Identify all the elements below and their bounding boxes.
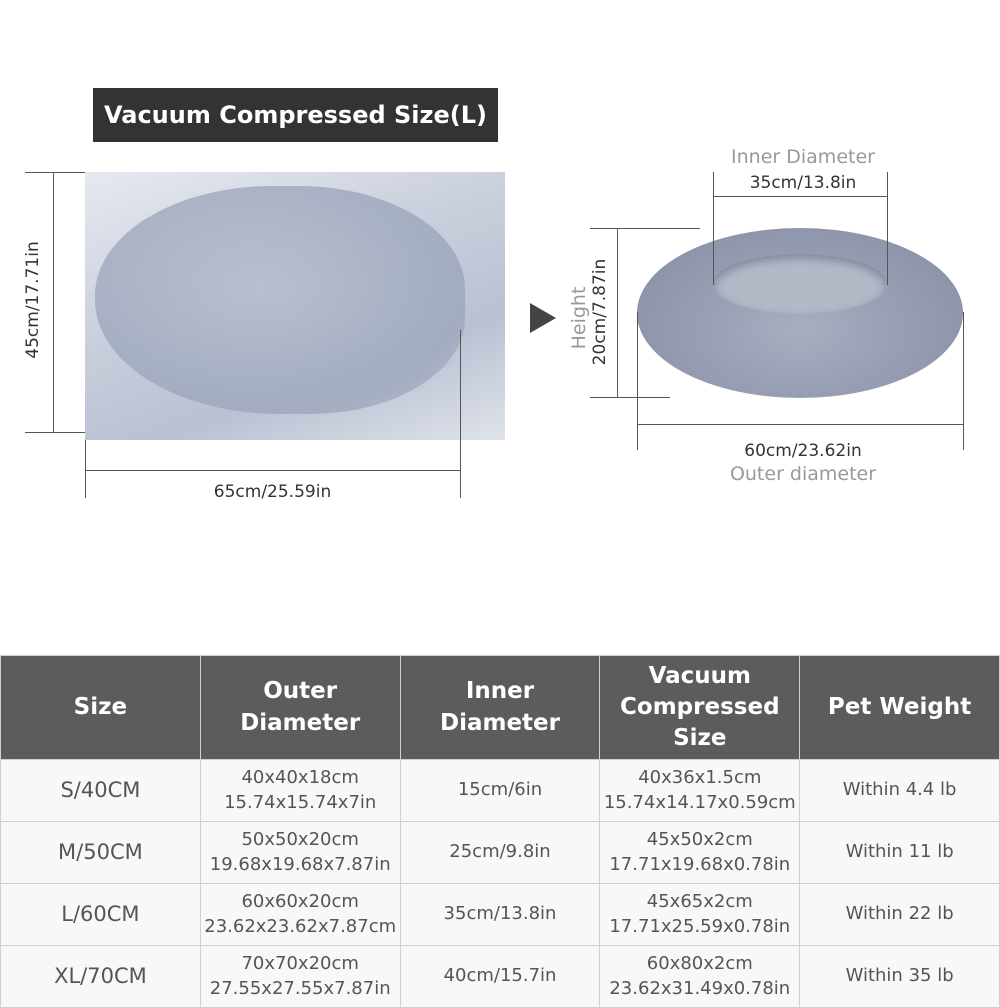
- cell-size: M/50CM: [0, 821, 201, 884]
- header-size: Size: [0, 655, 201, 760]
- outer-cm: 50x50x20cm: [241, 829, 359, 851]
- cell-size: L/60CM: [0, 883, 201, 946]
- cell-vacuum: 40x36x1.5cm 15.74x14.17x0.59cm: [599, 759, 801, 822]
- outer-diameter-value: 60cm/23.62in: [744, 441, 862, 461]
- title-banner: Vacuum Compressed Size(L): [93, 88, 498, 142]
- cell-outer: 40x40x18cm 15.74x15.74x7in: [199, 759, 401, 822]
- vac-cm: 45x65x2cm: [646, 891, 753, 913]
- vac-cm: 45x50x2cm: [646, 829, 753, 851]
- size-table: Size Outer Diameter Inner Diameter Vacuu…: [0, 655, 1000, 1008]
- vacuum-bag-image: [85, 172, 505, 440]
- cell-weight: Within 4.4 lb: [799, 759, 1000, 822]
- vac-in: 17.71x25.59x0.78in: [609, 915, 791, 937]
- header-vacuum-size: Vacuum Compressed Size: [599, 655, 801, 760]
- outer-in: 23.62x23.62x7.87cm: [204, 915, 397, 937]
- table-row: XL/70CM 70x70x20cm 27.55x27.55x7.87in 40c…: [0, 945, 1000, 1008]
- cell-inner: 35cm/13.8in: [399, 883, 601, 946]
- inner-dimension-line: [713, 196, 887, 197]
- cell-vacuum: 45x65x2cm 17.71x25.59x0.78in: [599, 883, 801, 946]
- table-row: M/50CM 50x50x20cm 19.68x19.68x7.87in 25cm…: [0, 821, 1000, 884]
- outer-diameter-title: Outer diameter: [729, 463, 877, 485]
- width-dimension-line: [85, 470, 460, 471]
- donut-bed-image: [637, 228, 963, 398]
- cell-outer: 50x50x20cm 19.68x19.68x7.87in: [199, 821, 401, 884]
- vac-in: 23.62x31.49x0.78in: [609, 977, 791, 999]
- header-pet-weight: Pet Weight: [799, 655, 1000, 760]
- height-dimension-line: [53, 172, 54, 432]
- cell-weight: Within 22 lb: [799, 883, 1000, 946]
- cell-vacuum: 60x80x2cm 23.62x31.49x0.78in: [599, 945, 801, 1008]
- cell-weight: Within 11 lb: [799, 821, 1000, 884]
- vac-in: 17.71x19.68x0.78in: [609, 853, 791, 875]
- cell-outer: 70x70x20cm 27.55x27.55x7.87in: [199, 945, 401, 1008]
- height-value: 20cm/7.87in: [590, 258, 610, 366]
- outer-in: 27.55x27.55x7.87in: [209, 977, 391, 999]
- cell-size: S/40CM: [0, 759, 201, 822]
- height-title: Height: [568, 286, 590, 350]
- vac-cm: 40x36x1.5cm: [638, 767, 762, 789]
- outer-in: 19.68x19.68x7.87in: [209, 853, 391, 875]
- cell-vacuum: 45x50x2cm 17.71x19.68x0.78in: [599, 821, 801, 884]
- vac-cm: 60x80x2cm: [646, 953, 753, 975]
- inner-diameter-title: Inner Diameter: [731, 146, 875, 168]
- table-header: Size Outer Diameter Inner Diameter Vacuu…: [0, 655, 1000, 760]
- outer-cm: 70x70x20cm: [241, 953, 359, 975]
- header-outer-diameter: Outer Diameter: [199, 655, 401, 760]
- outer-cm: 40x40x18cm: [241, 767, 359, 789]
- compressed-height-label: 45cm/17.71in: [23, 241, 43, 359]
- bed-height-line: [617, 228, 618, 397]
- cell-outer: 60x60x20cm 23.62x23.62x7.87cm: [199, 883, 401, 946]
- cell-weight: Within 35 lb: [799, 945, 1000, 1008]
- compressed-width-label: 65cm/25.59in: [213, 482, 332, 502]
- header-inner-diameter: Inner Diameter: [399, 655, 601, 760]
- outer-in: 15.74x15.74x7in: [224, 791, 377, 813]
- outer-cm: 60x60x20cm: [241, 891, 359, 913]
- cell-inner: 25cm/9.8in: [399, 821, 601, 884]
- outer-dimension-line: [637, 424, 963, 425]
- arrow-right-icon: [530, 303, 556, 333]
- cell-inner: 15cm/6in: [399, 759, 601, 822]
- table-row: S/40CM 40x40x18cm 15.74x15.74x7in 15cm/6i…: [0, 759, 1000, 822]
- vac-in: 15.74x14.17x0.59cm: [603, 791, 796, 813]
- inner-diameter-value: 35cm/13.8in: [749, 173, 857, 193]
- cell-size: XL/70CM: [0, 945, 201, 1008]
- table-row: L/60CM 60x60x20cm 23.62x23.62x7.87cm 35cm…: [0, 883, 1000, 946]
- cell-inner: 40cm/15.7in: [399, 945, 601, 1008]
